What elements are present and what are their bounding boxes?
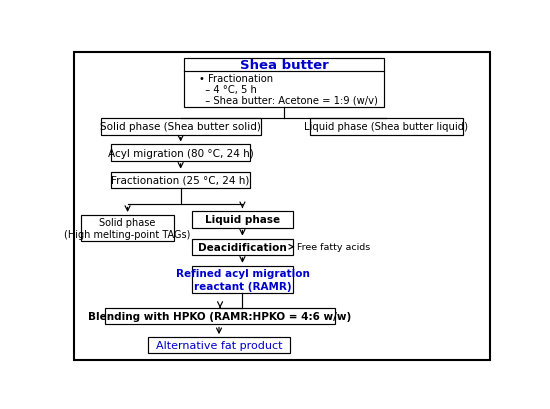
FancyBboxPatch shape — [81, 216, 174, 241]
Text: Shea butter: Shea butter — [240, 58, 328, 72]
FancyBboxPatch shape — [192, 239, 293, 255]
Text: Refined acyl migration
reactant (RAMR): Refined acyl migration reactant (RAMR) — [175, 269, 310, 291]
Text: Alternative fat product: Alternative fat product — [156, 340, 282, 351]
Text: Blending with HPKO (RAMR:HPKO = 4:6 w/w): Blending with HPKO (RAMR:HPKO = 4:6 w/w) — [89, 312, 351, 321]
FancyBboxPatch shape — [101, 119, 261, 135]
FancyBboxPatch shape — [184, 58, 384, 107]
Text: Acyl migration (80 °C, 24 h): Acyl migration (80 °C, 24 h) — [108, 148, 254, 158]
Text: • Fractionation: • Fractionation — [199, 74, 273, 84]
FancyBboxPatch shape — [192, 211, 293, 228]
Text: Fractionation (25 °C, 24 h): Fractionation (25 °C, 24 h) — [112, 175, 250, 185]
Text: Free fatty acids: Free fatty acids — [297, 243, 370, 252]
Text: – 4 °C, 5 h: – 4 °C, 5 h — [199, 85, 257, 94]
Text: Liquid phase: Liquid phase — [205, 215, 280, 225]
Text: Solid phase (Shea butter solid): Solid phase (Shea butter solid) — [100, 122, 261, 132]
FancyBboxPatch shape — [111, 172, 250, 189]
Text: – Shea butter: Acetone = 1:9 (w/v): – Shea butter: Acetone = 1:9 (w/v) — [199, 95, 378, 106]
FancyBboxPatch shape — [147, 337, 290, 354]
FancyBboxPatch shape — [111, 145, 250, 162]
Text: Deacidification: Deacidification — [198, 242, 287, 252]
Text: Solid phase
(High melting-point TAGs): Solid phase (High melting-point TAGs) — [64, 217, 191, 239]
FancyBboxPatch shape — [192, 266, 293, 294]
FancyBboxPatch shape — [105, 308, 335, 325]
Text: Liquid phase (Shea butter liquid): Liquid phase (Shea butter liquid) — [304, 122, 468, 132]
FancyBboxPatch shape — [310, 119, 463, 135]
